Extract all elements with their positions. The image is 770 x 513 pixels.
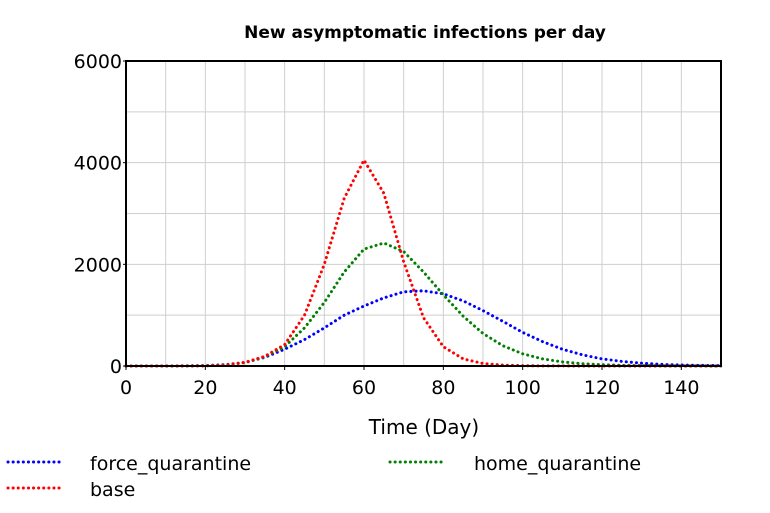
x-tick-label: 60: [352, 377, 376, 399]
x-tick-label: 100: [505, 377, 541, 399]
grid: [126, 61, 721, 366]
y-tick-label: 4000: [74, 153, 122, 175]
series-line-base: [124, 157, 723, 368]
legend-item-base: base: [6, 479, 135, 501]
series-layer: [124, 157, 723, 368]
series-line-home-quarantine: [124, 241, 723, 368]
y-tick-label: 6000: [74, 51, 122, 73]
x-tick-labels: 0 20 40 60 80 100 120 140: [120, 366, 699, 399]
x-tick-label: 140: [663, 377, 699, 399]
legend-label: force_quarantine: [90, 453, 251, 475]
x-tick-label: 40: [273, 377, 297, 399]
y-tick-label: 2000: [74, 254, 122, 276]
x-axis-label: Time (Day): [368, 415, 479, 439]
x-tick-label: 120: [584, 377, 620, 399]
legend-label: base: [90, 479, 135, 501]
x-tick-label: 80: [431, 377, 455, 399]
y-tick-labels: 0 2000 4000 6000: [74, 51, 126, 378]
plot-frame: [125, 60, 722, 367]
x-tick-label: 20: [193, 377, 217, 399]
chart-title: New asymptomatic infections per day: [244, 23, 606, 43]
y-tick-label: 0: [110, 356, 122, 378]
legend-item-home-quarantine: home_quarantine: [388, 453, 641, 475]
legend-item-force-quarantine: force_quarantine: [6, 453, 251, 475]
series-line-force-quarantine: [124, 289, 723, 368]
legend-label: home_quarantine: [474, 453, 641, 475]
x-tick-label: 0: [120, 377, 132, 399]
